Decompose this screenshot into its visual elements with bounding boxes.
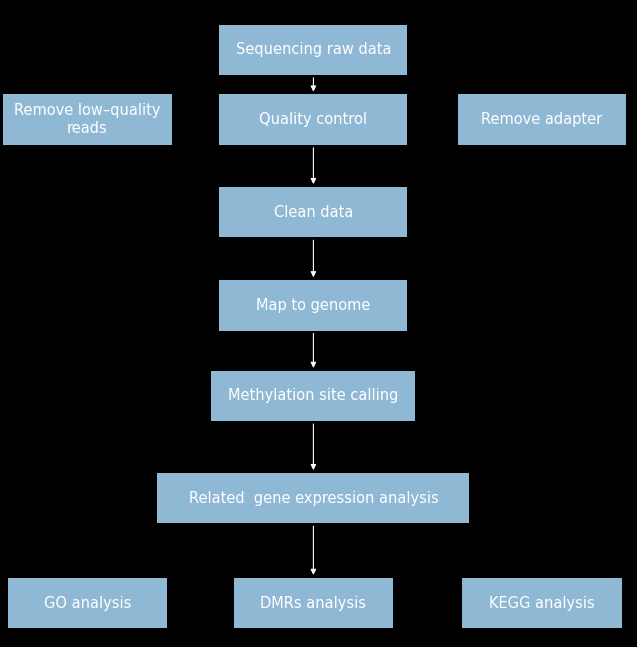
FancyBboxPatch shape bbox=[211, 371, 415, 421]
Text: Methylation site calling: Methylation site calling bbox=[228, 388, 399, 404]
Text: Related  gene expression analysis: Related gene expression analysis bbox=[189, 490, 438, 506]
FancyBboxPatch shape bbox=[219, 187, 408, 237]
Text: KEGG analysis: KEGG analysis bbox=[489, 595, 595, 611]
FancyBboxPatch shape bbox=[8, 578, 167, 628]
FancyBboxPatch shape bbox=[157, 473, 469, 523]
Text: DMRs analysis: DMRs analysis bbox=[261, 595, 366, 611]
Text: Map to genome: Map to genome bbox=[256, 298, 371, 313]
Text: GO analysis: GO analysis bbox=[43, 595, 131, 611]
FancyBboxPatch shape bbox=[219, 280, 408, 331]
FancyBboxPatch shape bbox=[457, 94, 626, 145]
FancyBboxPatch shape bbox=[3, 94, 172, 145]
Text: Remove low–quality
reads: Remove low–quality reads bbox=[14, 104, 161, 136]
Text: Clean data: Clean data bbox=[274, 204, 353, 220]
FancyBboxPatch shape bbox=[219, 25, 408, 75]
FancyBboxPatch shape bbox=[234, 578, 393, 628]
FancyBboxPatch shape bbox=[219, 94, 408, 145]
FancyBboxPatch shape bbox=[462, 578, 622, 628]
Text: Sequencing raw data: Sequencing raw data bbox=[236, 42, 391, 58]
Text: Remove adapter: Remove adapter bbox=[482, 112, 603, 127]
Text: Quality control: Quality control bbox=[259, 112, 368, 127]
